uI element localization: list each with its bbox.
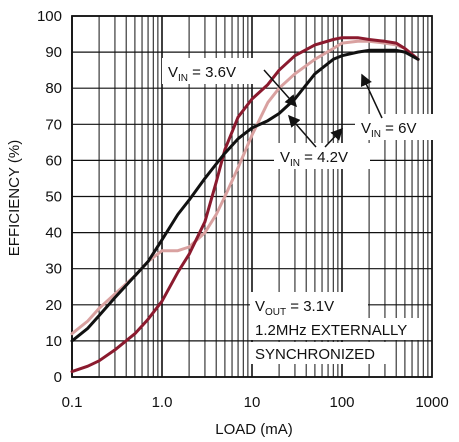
x-tick-label: 1.0 [152, 394, 173, 411]
y-tick-label: 80 [45, 80, 62, 97]
y-tick-label: 20 [45, 297, 62, 314]
annotation-sync2: SYNCHRONIZED [255, 346, 375, 363]
annotation-vout: VOUT = 3.1V [255, 298, 334, 318]
x-tick-label: 0.1 [62, 394, 83, 411]
y-tick-label: 0 [54, 369, 62, 386]
annotation-arrow [288, 114, 317, 148]
series-line-vin-6 [70, 48, 420, 343]
y-tick-label: 70 [45, 116, 62, 133]
annotation-arrow [324, 127, 344, 148]
annotation-background [274, 143, 370, 169]
chart-labels: LOAD (mA) EFFICIENCY (%) 0.1 1.0 10 100 1000… [6, 8, 449, 438]
x-tick-label: 10 [244, 394, 261, 411]
annotation-sync1: 1.2MHz EXTERNALLY [255, 322, 407, 339]
y-tick-label: 90 [45, 44, 62, 61]
annotation-vin-6: VIN = 6V [361, 120, 416, 140]
chart-series [70, 36, 420, 374]
y-tick-label: 40 [45, 225, 62, 242]
annotation-background [162, 58, 259, 84]
x-tick-label: 1000 [415, 394, 448, 411]
annotation-vin-3-6: VIN = 3.6V [168, 64, 236, 84]
annotation-background [250, 292, 368, 318]
annotation-vin-4-2: VIN = 4.2V [280, 149, 348, 169]
x-axis-label: LOAD (mA) [215, 421, 293, 438]
annotation-arrow [360, 73, 383, 119]
series-line-vin-3-6 [70, 36, 420, 374]
annotation-background [250, 318, 422, 340]
plot-frame [71, 15, 433, 378]
annotation-background [250, 342, 390, 364]
y-tick-label: 50 [45, 189, 62, 206]
y-axis-label: EFFICIENCY (%) [6, 140, 23, 256]
x-tick-label: 100 [329, 394, 354, 411]
y-tick-label: 60 [45, 152, 62, 169]
annotation-arrow [263, 69, 297, 108]
y-tick-label: 30 [45, 261, 62, 278]
y-tick-label: 10 [45, 333, 62, 350]
annotation-background [355, 114, 433, 140]
y-tick-label: 100 [37, 8, 62, 25]
